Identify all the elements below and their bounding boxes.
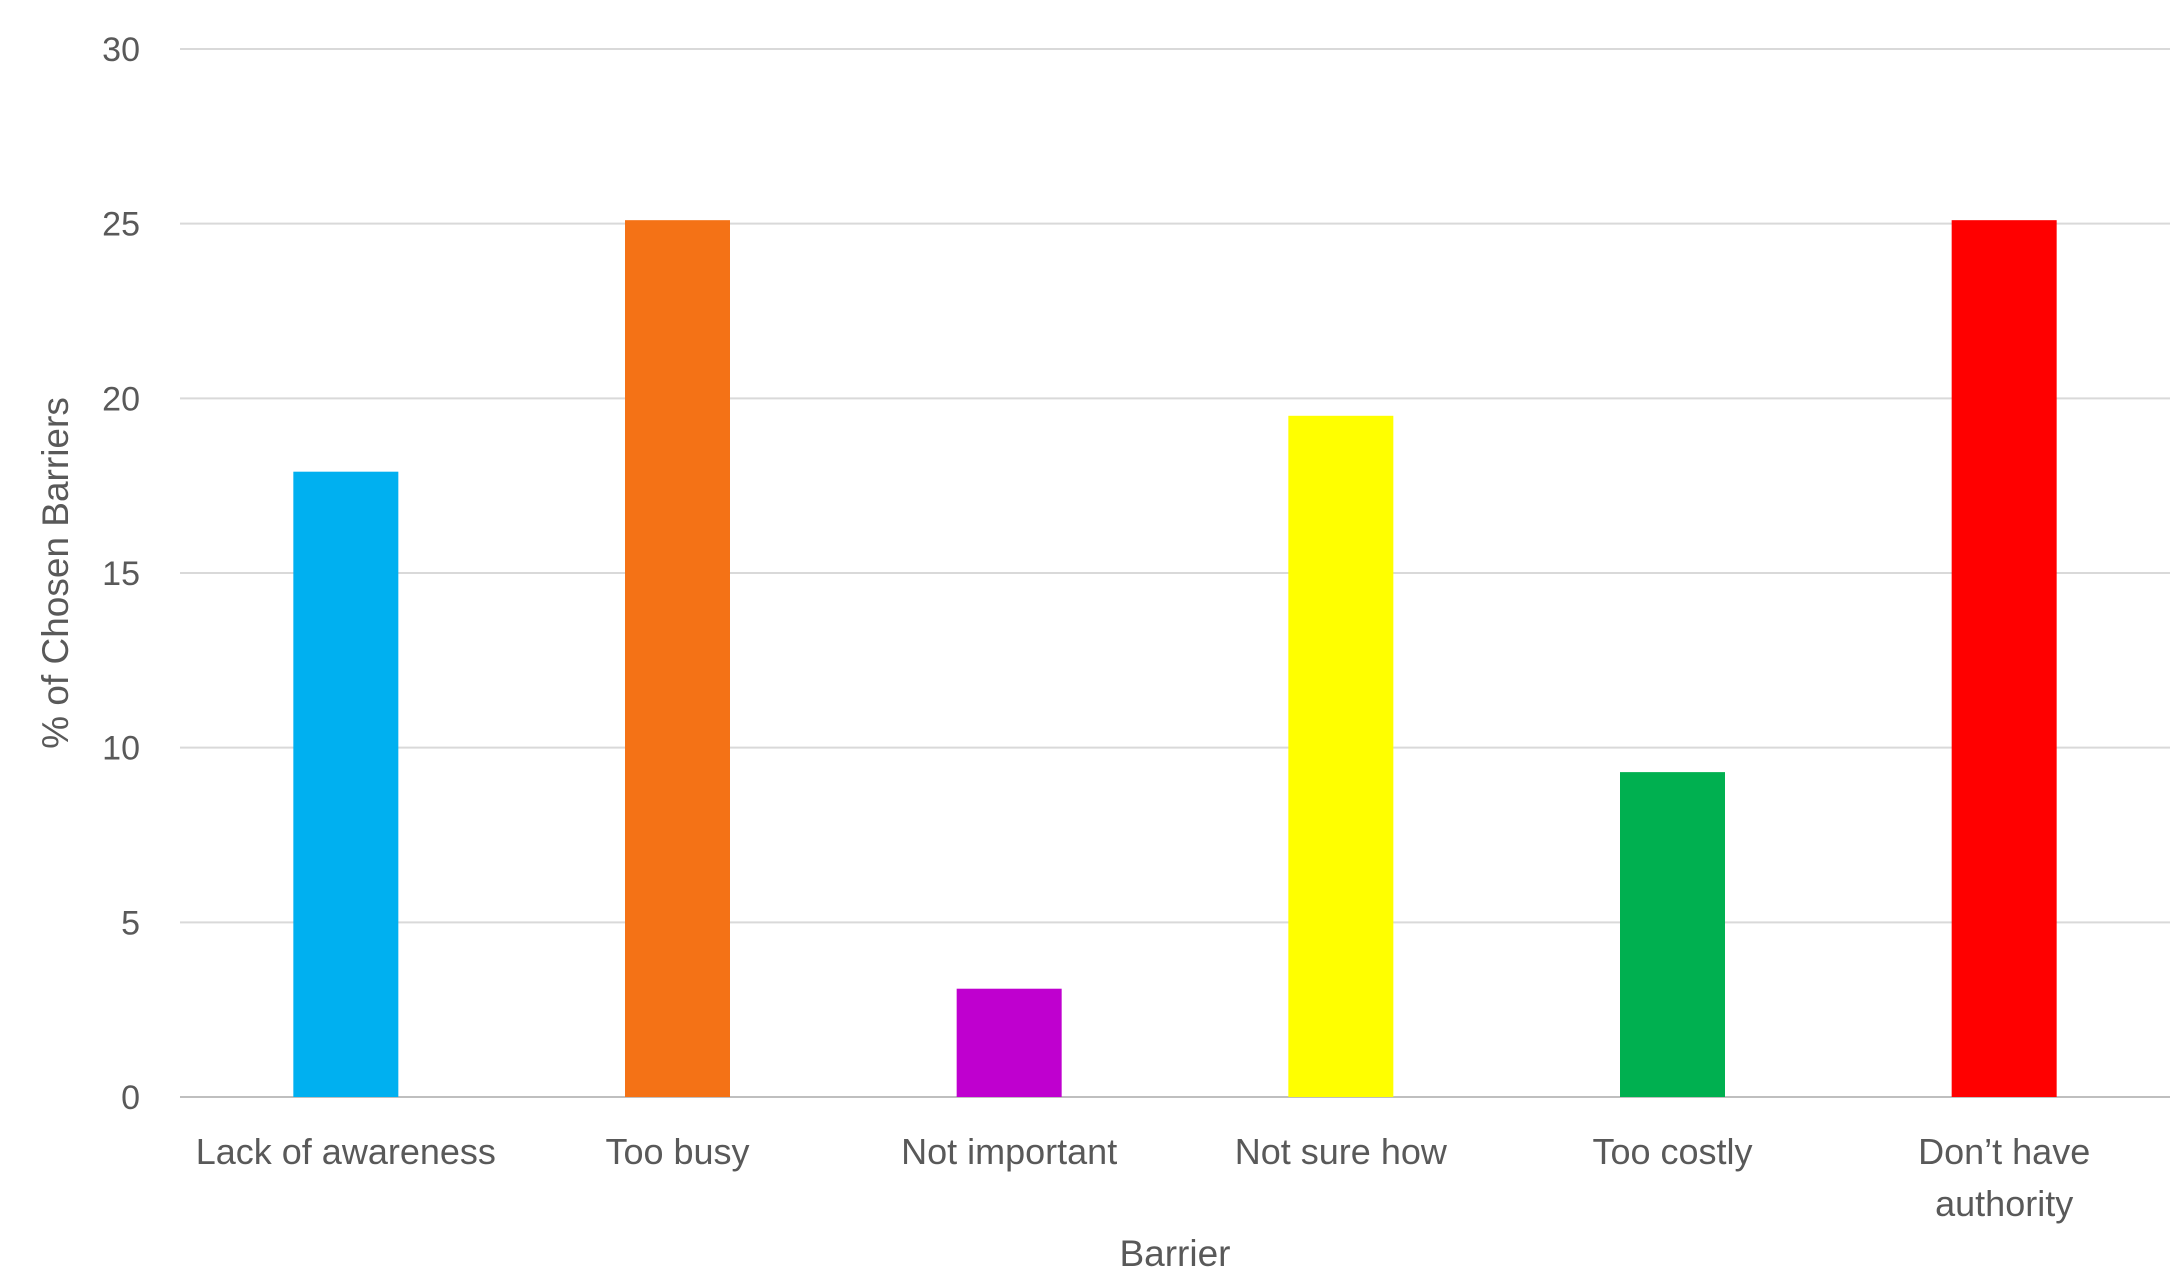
gridlines [180, 48, 2170, 1098]
y-tick-label: 0 [121, 1079, 140, 1117]
x-tick-label: Don’t have authority [1918, 1131, 2090, 1224]
x-tick-label-line: Not sure how [1235, 1131, 1448, 1172]
x-tick-label: Too busy [605, 1131, 749, 1172]
x-tick-label-line: Don’t have [1918, 1131, 2090, 1172]
y-tick-label: 20 [102, 380, 140, 418]
x-tick-label-line: authority [1935, 1183, 2073, 1224]
y-tick-label: 30 [102, 31, 140, 69]
bar [1288, 415, 1394, 1097]
bar [1951, 220, 2057, 1097]
x-tick-label-line: Lack of awareness [196, 1131, 496, 1172]
x-tick-label: Not sure how [1235, 1131, 1448, 1172]
bar [956, 988, 1062, 1097]
y-tick-label: 10 [102, 730, 140, 768]
y-tick-label: 25 [102, 206, 140, 244]
x-tick-label: Too costly [1592, 1131, 1752, 1172]
bar [1620, 772, 1725, 1097]
bars [293, 220, 2057, 1097]
x-tick-label-line: Not important [901, 1131, 1117, 1172]
y-tick-label: 5 [121, 904, 140, 942]
y-tick-label: 15 [102, 555, 140, 593]
y-axis-ticks: 0 5 10 15 20 25 30 [102, 31, 140, 1117]
x-axis-ticks: Lack of awareness Too busy Not important No… [196, 1131, 2090, 1224]
y-axis-title: % of Chosen Barriers [35, 397, 76, 749]
x-tick-label: Not important [901, 1131, 1117, 1172]
x-tick-label-line: Too costly [1592, 1131, 1752, 1172]
bar [625, 220, 730, 1097]
x-axis-title: Barrier [1119, 1233, 1230, 1274]
bar [293, 471, 399, 1097]
x-tick-label: Lack of awareness [196, 1131, 496, 1172]
x-tick-label-line: Too busy [605, 1131, 749, 1172]
